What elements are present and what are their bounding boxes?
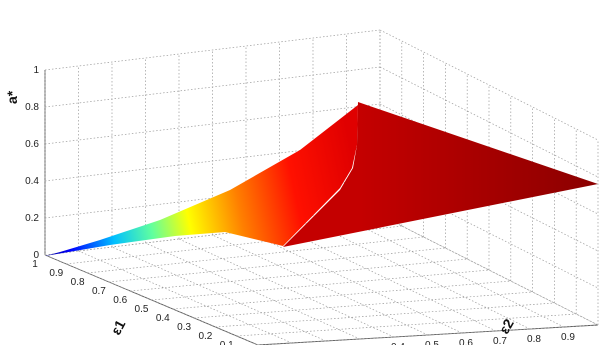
e1-tick-label: 0.7 (92, 286, 106, 297)
z-tick-label: 1 (33, 65, 39, 76)
floor-grid-line-e2 (279, 226, 497, 332)
floor-grid-line-e2 (212, 234, 429, 336)
back-wall-grid-line-horizontal (44, 29, 381, 71)
side-wall-grid-line-horizontal (379, 66, 599, 178)
floor-grid-line-e2 (379, 214, 599, 326)
side-wall-grid-line-horizontal (379, 214, 599, 326)
e2-tick-label: 0.4 (391, 342, 405, 345)
floor-grid-line-e1 (236, 313, 577, 337)
floor-grid-line-e2 (245, 230, 463, 334)
side-wall-grid-line-horizontal (379, 177, 599, 289)
y-axis-label: ε1 (108, 317, 129, 337)
side-wall-grid-line-horizontal (379, 140, 599, 252)
floor-grid-line-e1 (108, 247, 446, 283)
z-tick-label: 0.8 (25, 102, 39, 113)
e1-tick-label: 0.3 (177, 322, 191, 333)
e1-tick-label: 0.9 (49, 268, 63, 279)
e2-tick-label: 0.6 (459, 338, 473, 345)
floor-grid-line-e1 (257, 324, 599, 345)
floor-grid-line-e1 (215, 302, 555, 328)
side-wall-grid-line-horizontal (379, 103, 599, 215)
z-tick-label: 0 (33, 250, 39, 261)
e1-tick-label: 1 (32, 259, 38, 270)
floor-grid-line-e1 (172, 280, 511, 310)
side-wall-grid-line-horizontal (379, 29, 599, 141)
z-tick-label: 0.6 (25, 139, 39, 150)
floor-grid-line-e1 (151, 269, 490, 301)
z-axis-label: a* (4, 90, 20, 104)
floor-grid-line-e1 (130, 258, 468, 292)
e1-tick-label: 0.4 (156, 313, 170, 324)
e2-tick-label: 0.8 (527, 334, 541, 345)
floor-grid-line-e2 (145, 242, 361, 340)
tick-labels: 0 0.2 0.4 0.6 0.8 1 0.1 0.2 0.3 0.4 0.5 0.6 0.7 0.8 0.… (25, 65, 575, 345)
e1-tick-label: 0.5 (135, 304, 149, 315)
back-wall-grid-line-horizontal (44, 103, 381, 145)
e2-tick-label: 0.5 (425, 340, 439, 345)
e1-tick-label: 0.1 (220, 340, 234, 345)
surface-ramp (45, 105, 358, 256)
floor-grid-line-e2 (78, 250, 293, 344)
e2-tick-label: 0.9 (561, 332, 575, 343)
e2-tick-label: 0.7 (493, 336, 507, 345)
floor-grid-line-e1 (194, 291, 533, 319)
surface (45, 102, 598, 256)
floor-grid-line-e2 (178, 238, 395, 338)
floor-grid-line-e2 (312, 222, 531, 330)
e1-tick-label: 0.2 (198, 331, 212, 342)
back-wall-grid-line-horizontal (44, 66, 381, 108)
floor-grid-line-e1 (87, 236, 424, 274)
z-tick-label: 0.4 (25, 176, 39, 187)
e1-tick-label: 0.8 (71, 277, 85, 288)
axes-box (44, 70, 599, 345)
surface-plateau (283, 102, 598, 247)
e1-tick-label: 0.6 (113, 295, 127, 306)
z-tick-label: 0.2 (25, 213, 39, 224)
